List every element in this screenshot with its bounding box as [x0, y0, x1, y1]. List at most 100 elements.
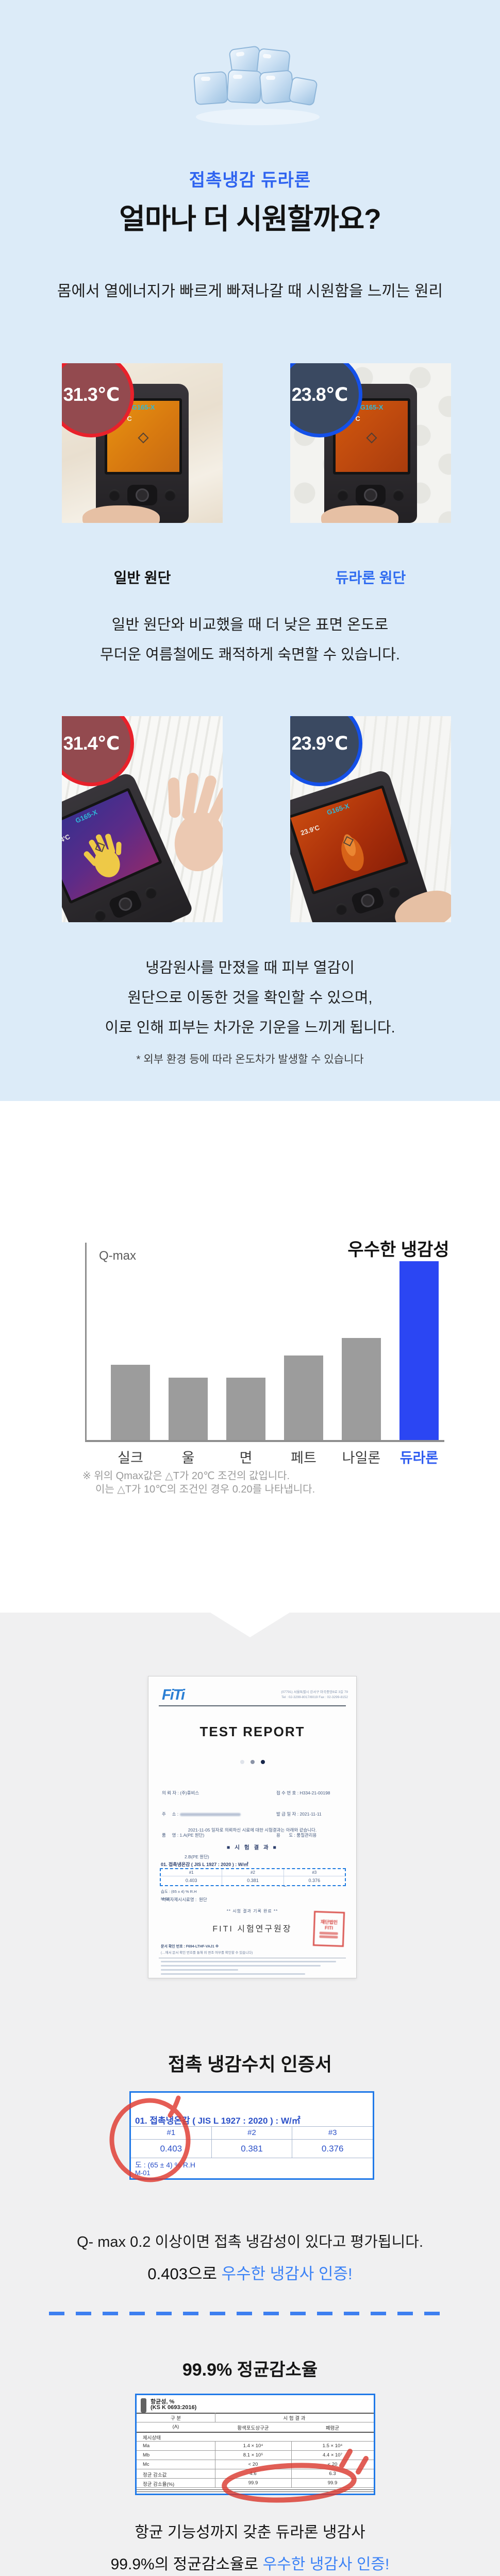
report-result-table: #1 #2 #3 0.403 0.381 0.376: [160, 1868, 346, 1886]
table-col-header: 폐렴균: [325, 2426, 340, 2431]
camera-screen-temp: 31.4'C: [62, 833, 72, 848]
table-row-label: 정균 감소값: [143, 2472, 167, 2478]
table-cell: < 20: [327, 2462, 338, 2467]
camera-button: [164, 489, 176, 501]
table-row-label: 정균 감소율(%): [143, 2482, 175, 2487]
header-rule: [159, 1705, 346, 1706]
report-address-line: Tel : 02-3299-8017/8019 Fax : 02-3299-81…: [281, 1695, 348, 1699]
qmax-result-black: 0.403으로: [147, 2265, 222, 2283]
hero-title: 얼마나 더 시원할까요?: [119, 203, 381, 235]
chart-x-label-highlight: 듀라론: [399, 1450, 439, 1466]
report-complete-line: ** 시험 결과 기록 완료 **: [226, 1909, 278, 1913]
hand: [82, 505, 160, 523]
chart-x-axis: [85, 1440, 444, 1442]
chart-bar: [284, 1355, 323, 1440]
antibacterial-result-black: 99.9%의 정균감소율로: [110, 2556, 263, 2573]
report-field: 발 급 일 자 : 2021-11-11: [276, 1811, 322, 1817]
antibacterial-standard: (KS K 0693:2016): [151, 2404, 197, 2411]
table-row-label: Ma: [143, 2443, 150, 2449]
antibacterial-result-blue: 우수한 냉감사 인증!: [262, 2556, 390, 2573]
illegible-footer-text: [161, 1973, 305, 1975]
table-col-header: (A): [172, 2424, 179, 2430]
certification-section: FiTi (07791) 서울특별시 강서구 마곡중앙8로 3길 79 Tel …: [0, 1613, 500, 2576]
camera-screen-temp: 23.9'C: [299, 823, 321, 837]
report-result-header: ■ 시 험 결 과 ■: [227, 1844, 278, 1851]
camera-dpad: [350, 886, 386, 915]
table-cell: 6.3: [329, 2471, 336, 2477]
cert-result-table-box: 01. 접촉냉온감 ( JIS L 1927 : 2020 ) : W/㎡ #1…: [109, 2091, 374, 2182]
camera-button: [337, 489, 348, 501]
table-cell: 0.376: [292, 2140, 373, 2158]
report-field: 품 명 : 1.A(PE 원단): [162, 1833, 205, 1838]
doc-check-note: (…에서 문서 확인 번호를 통해 위 변조 여부를 확인할 수 있습니다): [161, 1951, 253, 1955]
camera-model-text: G165-X: [326, 802, 351, 817]
table-cell: 0.381: [222, 1876, 283, 1885]
table-cell: 0.376: [283, 1876, 345, 1885]
cert-method: M-01: [135, 2169, 151, 2177]
antibacterial-title: 99.9% 정균감소율: [182, 2360, 318, 2380]
report-dots: [148, 1760, 356, 1764]
report-field: 의뢰자제시시료명 : 원단: [162, 1896, 207, 1902]
table-col-header: #1: [131, 2126, 211, 2140]
thermal-photo-normal-fabric: G165-X 31.3'C 31.3℃: [62, 363, 223, 523]
thermal-camera: G165-X 31.4'C: [62, 771, 194, 922]
antibacterial-note: 항균 기능성까지 갖춘 듀라론 냉감사: [135, 2524, 365, 2541]
chart-y-axis: [85, 1243, 87, 1442]
camera-dpad: [356, 485, 386, 505]
section-notch-triangle: [210, 1613, 290, 1637]
report-item-heading: 01. 접촉냉온감 ( JIS L 1927 : 2020 ) : W/㎡: [161, 1862, 248, 1867]
chart-x-label: 나일론: [342, 1450, 381, 1466]
table-row-label: 제시상태: [143, 2435, 161, 2441]
temp-badge-cold: 23.9℃: [290, 716, 362, 786]
camera-button: [143, 885, 159, 901]
temperature-disclaimer: * 외부 환경 등에 따라 온도차가 발생할 수 있습니다: [136, 1054, 364, 1065]
camera-button: [387, 885, 402, 900]
camera-button: [334, 902, 348, 917]
hero-intro: 몸에서 열에너지가 빠르게 빠져나갈 때 시원함을 느끼는 원리: [57, 283, 443, 300]
table-cell: 4.6: [249, 2471, 257, 2477]
report-field-label: 주 소 :: [162, 1811, 180, 1817]
camera-dpad: [107, 888, 143, 920]
table-col-header: 황색포도상구균: [237, 2426, 269, 2431]
temp-badge-hot: 31.3℃: [62, 363, 134, 437]
illegible-footer-text: [161, 1961, 336, 1962]
thermal-hand-image: [84, 834, 122, 877]
camera-button: [92, 908, 108, 922]
stamp-text: FITI: [324, 1925, 334, 1931]
table-row-label: Mb: [143, 2452, 150, 2458]
table-cell: 0.403: [131, 2140, 211, 2158]
report-title: TEST REPORT: [199, 1724, 305, 1739]
table-col-header: 시 험 결 과: [283, 2416, 306, 2421]
crosshair-icon: [366, 432, 377, 444]
red-seal-stamp-icon: 재단법인 FITI: [312, 1910, 345, 1947]
thermal-photo-duraron-fabric: G165-X 23.8'C 23.8℃: [290, 363, 451, 523]
photo-label-duraron: 듀라론 원단: [335, 570, 406, 586]
table-col-header: #3: [283, 1869, 345, 1876]
comparison-text: 일반 원단와 비교했을 때 더 낮은 표면 온도로 무더운 여름철에도 쾌적하게…: [0, 610, 500, 670]
table-col-header: #2: [211, 2126, 292, 2140]
illegible-footer-text: [161, 1965, 321, 1967]
report-fields-left: 의 뢰 자 : (주)휴비스 주 소 : 품 명 : 1.A(PE 원단) 2.…: [162, 1775, 273, 1918]
report-address: (07791) 서울특별시 강서구 마곡중앙8로 3길 79 Tel : 02-…: [281, 1690, 348, 1700]
antibacterial-name: 항균성, %: [151, 2399, 175, 2405]
report-address-line: (07791) 서울특별시 강서구 마곡중앙8로 3길 79: [281, 1690, 348, 1694]
chart-bar: [226, 1378, 265, 1440]
crosshair-icon: [138, 432, 149, 444]
cooling-description-line: 냉감원사를 만졌을 때 피부 열감이: [145, 960, 355, 976]
qmax-result: 0.403으로 우수한 냉감사 인증!: [0, 2261, 500, 2284]
camera-button: [393, 489, 404, 501]
table-cell: 99.9: [248, 2480, 258, 2486]
table-corner-icon: [141, 2398, 146, 2413]
cooling-description-line: 이로 인해 피부는 차가운 기운을 느끼게 됩니다.: [105, 1020, 395, 1036]
antibacterial-table-box: 항균성, % (KS K 0693:2016) 구 분 시 험 결 과 (A) …: [135, 2394, 375, 2503]
fiti-logo: FiTi: [162, 1687, 185, 1703]
report-method: M-01: [161, 1896, 170, 1901]
test-report-paper: FiTi (07791) 서울특별시 강서구 마곡중앙8로 3길 79 Tel …: [148, 1676, 357, 1978]
table-cell: 8.1 × 10⁵: [243, 2452, 263, 2458]
camera-model-text: G165-X: [131, 403, 155, 411]
cert-humidity: 도 : (65 ± 4) % R.H: [135, 2161, 196, 2169]
camera-dpad: [127, 485, 157, 505]
table-col-header: #3: [292, 2126, 373, 2140]
thermal-camera: G165-X 23.8'C: [324, 384, 417, 523]
illegible-footer-text: [161, 1969, 238, 1971]
